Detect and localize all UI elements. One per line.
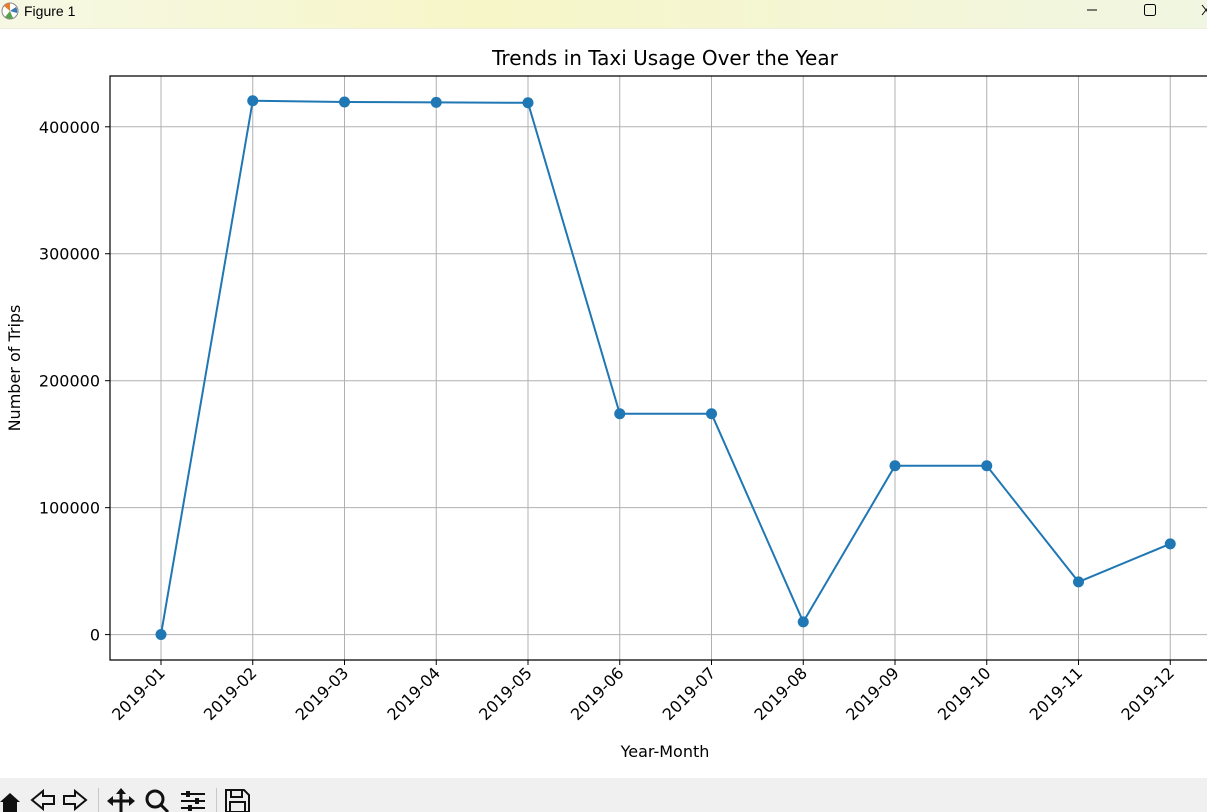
- axes-frame: [109, 75, 1207, 661]
- data-point: [247, 95, 259, 107]
- series-line: [160, 99, 1171, 635]
- x-tick-label: 2019-04: [383, 663, 444, 724]
- data-point: [1164, 538, 1176, 550]
- forward-arrow-icon[interactable]: [62, 788, 88, 812]
- x-tick-label: 2019-12: [1117, 663, 1178, 724]
- y-tick-label: 300000: [39, 245, 100, 264]
- matplotlib-app-icon: [1, 2, 19, 20]
- data-point: [155, 628, 167, 640]
- data-point: [614, 408, 626, 420]
- x-axis-label: Year-Month: [620, 742, 710, 761]
- grid-lines: [110, 76, 1207, 660]
- window-title: Figure 1: [24, 3, 76, 19]
- data-point: [981, 460, 993, 472]
- y-axis-label: Number of Trips: [5, 305, 24, 432]
- pan-icon[interactable]: [106, 788, 136, 812]
- home-icon[interactable]: [0, 788, 22, 812]
- data-point: [889, 460, 901, 472]
- axes-spines: [109, 75, 1207, 661]
- x-tick-label: 2019-01: [108, 663, 169, 724]
- window-titlebar: Figure 1: [0, 0, 1207, 29]
- data-point: [430, 96, 442, 108]
- y-tick-label: 100000: [39, 499, 100, 518]
- x-tick-label: 2019-09: [842, 663, 903, 724]
- zoom-icon[interactable]: [142, 788, 172, 812]
- close-icon[interactable]: [1188, 0, 1207, 24]
- configure-subplots-icon[interactable]: [178, 788, 208, 812]
- y-tick-label: 200000: [39, 372, 100, 391]
- x-axis-ticks: 2019-01 2019-02 2019-03 2019-04 2019-05 2019-…: [108, 660, 1178, 724]
- toolbar-separator: [98, 788, 99, 812]
- series-polyline: [160, 99, 1171, 635]
- data-point: [1073, 576, 1084, 588]
- x-tick-label: 2019-07: [659, 663, 720, 724]
- chart-canvas: Trends in Taxi Usage Over the Year 0 1000…: [5, 46, 1207, 761]
- x-tick-label: 2019-03: [292, 663, 353, 724]
- y-tick-label: 0: [90, 626, 100, 645]
- x-tick-label: 2019-06: [567, 663, 628, 724]
- chart-title: Trends in Taxi Usage Over the Year: [491, 46, 838, 70]
- navigation-toolbar: [0, 778, 1207, 812]
- back-arrow-icon[interactable]: [30, 788, 56, 812]
- maximize-icon[interactable]: [1130, 0, 1170, 24]
- x-tick-label: 2019-02: [200, 663, 261, 724]
- y-tick-label: 400000: [39, 118, 100, 137]
- save-icon[interactable]: [224, 788, 252, 812]
- data-point: [522, 97, 534, 109]
- x-tick-label: 2019-05: [475, 663, 536, 724]
- data-point: [797, 616, 809, 628]
- x-tick-label: 2019-10: [934, 663, 995, 724]
- x-tick-label: 2019-08: [750, 663, 811, 724]
- series-markers: [155, 95, 1176, 640]
- data-point: [706, 408, 717, 420]
- data-point: [339, 96, 350, 108]
- toolbar-separator: [216, 788, 217, 812]
- y-axis-ticks: 0 100000 200000 300000 400000: [39, 118, 110, 645]
- minimize-icon[interactable]: [1072, 0, 1112, 24]
- x-tick-label: 2019-11: [1026, 663, 1087, 724]
